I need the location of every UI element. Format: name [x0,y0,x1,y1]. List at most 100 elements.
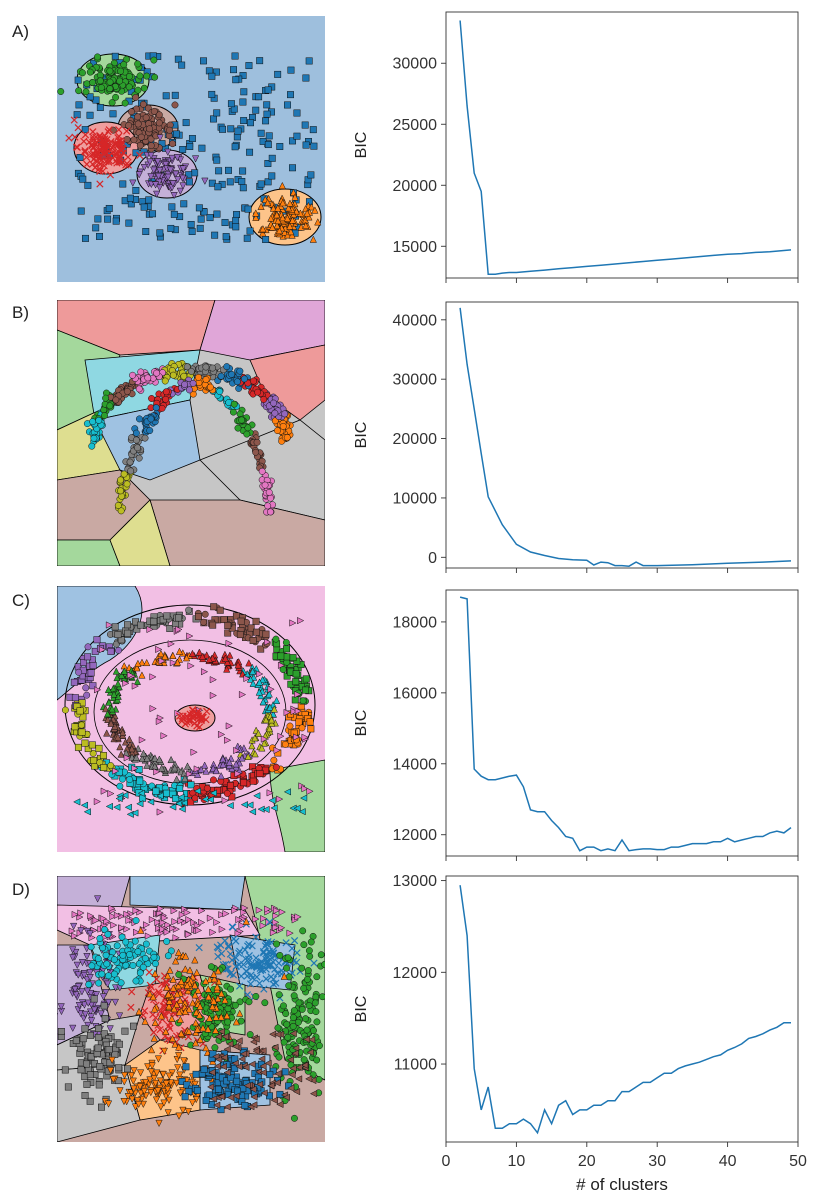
point-cyan [87,943,95,951]
point-pink [243,674,251,683]
point-orange-2 [180,1057,188,1065]
point-outer-ring [185,606,193,614]
point-outer-ring [195,613,202,621]
point-blue [264,178,272,186]
point-purple [164,173,172,181]
point-inner-ring [133,664,141,672]
point-cyan [193,787,201,795]
point-orange [196,1002,204,1010]
point-orange [273,221,281,230]
point-arc [250,377,258,385]
point-arc [258,467,266,475]
point-green [300,1056,308,1064]
point-red [156,1026,164,1034]
point-outer-ring [295,718,303,726]
point-blue [221,219,229,226]
point-gray [82,1060,90,1068]
point-orange [203,1048,212,1056]
point-purple [87,989,95,998]
point-inner-ring [143,761,151,769]
point-orange [169,984,177,992]
point-cyan [124,803,132,811]
point-green [312,993,320,1001]
region-red [57,300,216,356]
point-orange [191,1039,200,1047]
point-blue [263,110,271,118]
point-outer-ring [289,654,297,662]
point-cyan [117,979,125,987]
point-pink [103,917,111,925]
point-blue [262,117,270,125]
point-orange-2 [160,1099,168,1107]
point-cyan [226,801,234,810]
point-arc [152,404,160,412]
bic-series-line [459,307,792,567]
panel-label-b: B) [12,303,29,322]
point-green-2 [246,1031,254,1039]
point-pink [193,765,201,773]
point-inner-ring [255,678,264,686]
point-orange-2 [109,1076,117,1084]
point-brown [248,1060,256,1068]
point-blue [213,210,221,218]
point-gray [101,1015,109,1022]
point-orange [305,213,313,221]
point-green [276,951,284,959]
point-blue [262,236,270,243]
bic-series-line [459,885,791,1135]
point-outer-ring [307,725,315,733]
point-inner-ring [234,661,242,669]
point-arc [281,410,289,418]
point-arc [185,386,193,394]
point-inner-ring [167,755,175,764]
point-blue [302,141,310,149]
point-red [115,126,123,134]
point-green [121,99,129,107]
point-outer-ring [256,770,264,777]
point-outer-ring [76,707,84,715]
point-blue [251,1070,259,1077]
point-orange [185,1027,193,1035]
bic-chart-d: 11000 12000 13000 0 10 20 30 40 50 BIC # of cluste… [353,873,807,1194]
point-green [290,1114,298,1122]
point-blue-x [292,958,301,966]
point-arc [244,424,252,432]
y-tick-label: 14000 [393,756,438,773]
point-purple [179,165,187,173]
point-gray [86,1071,94,1079]
point-purple [111,998,119,1007]
point-inner-ring [203,651,211,659]
point-pink [123,910,131,918]
point-brown [128,108,135,116]
point-blue [238,178,246,185]
y-axis-label: BIC [353,132,370,159]
point-pink [260,915,268,923]
point-blue [263,101,271,109]
point-pink [169,659,178,667]
point-green [290,1007,298,1015]
point-brown [166,126,174,134]
point-purple [106,1025,114,1033]
point-cyan [298,808,306,816]
point-cyan [253,792,261,800]
point-blue [142,228,150,235]
point-brown [292,1044,300,1052]
point-purple [72,991,80,999]
region-olive-2 [109,499,171,566]
point-purple [80,1001,89,1009]
point-blue [86,93,94,101]
point-arc [120,470,128,478]
point-pink [157,904,165,913]
point-outer-ring [124,629,132,637]
point-pink [105,621,114,629]
point-pink [71,932,79,940]
point-outer-ring [187,781,195,789]
point-gray [130,1022,137,1030]
point-inner-ring [267,716,276,724]
point-purple [71,985,79,994]
point-purple [147,173,155,181]
point-inner-ring [139,749,148,757]
point-purple [154,158,162,166]
point-arc [187,367,195,375]
point-orange [141,1017,149,1025]
